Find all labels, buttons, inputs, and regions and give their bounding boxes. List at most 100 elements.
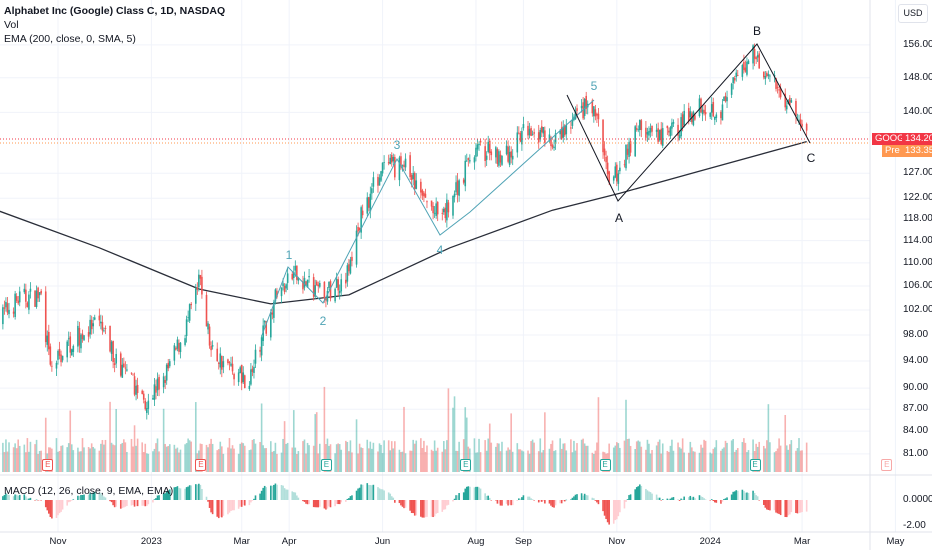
candle-body — [55, 362, 58, 369]
candle-body — [677, 124, 679, 136]
macd-bar — [167, 490, 170, 500]
volume-bar — [221, 446, 223, 472]
macd-bar — [253, 498, 255, 500]
volume-bar — [167, 446, 170, 472]
volume-bar — [337, 443, 339, 472]
earnings-marker[interactable]: E — [599, 459, 611, 471]
volume-bar — [130, 438, 133, 472]
volume-bar — [498, 443, 500, 472]
earnings-marker[interactable]: E — [460, 459, 472, 471]
time-tick: Nov — [49, 536, 67, 547]
candle-body — [769, 75, 771, 77]
candle-body — [571, 119, 574, 126]
candle-body — [51, 365, 53, 367]
candles[interactable] — [0, 43, 808, 420]
wave-annotations[interactable]: 1 2 3 4 5 A B C — [261, 24, 816, 336]
ema-legend[interactable]: EMA (200, close, 0, SMA, 5) — [4, 33, 136, 45]
symbol-title[interactable]: Alphabet Inc (Google) Class C, 1D, NASDA… — [4, 5, 226, 17]
macd-bar — [231, 500, 234, 511]
volume-bar — [194, 402, 197, 472]
candle-body — [282, 283, 284, 287]
candle-body — [657, 128, 659, 142]
candle-body — [81, 333, 84, 340]
macd-bar — [270, 485, 272, 500]
earnings-marker[interactable]: E — [320, 459, 332, 471]
macd-legend[interactable]: MACD (12, 26, close, 9, EMA, EMA) — [4, 485, 174, 497]
macd-bar — [436, 500, 439, 514]
candle-body — [778, 89, 780, 91]
earnings-marker[interactable]: E — [749, 459, 761, 471]
candle-body — [153, 384, 156, 400]
macd-bar — [44, 500, 47, 508]
macd-bar — [110, 500, 113, 503]
candle-body — [240, 364, 243, 384]
volume-legend[interactable]: Vol — [4, 19, 19, 31]
candle-body — [346, 265, 349, 282]
candle-body — [334, 288, 336, 302]
price-tick: 148.00 — [903, 71, 932, 83]
candle-body — [701, 109, 704, 115]
macd-bar — [175, 487, 177, 500]
candle-body — [233, 373, 235, 380]
candle-body — [305, 281, 307, 286]
earnings-marker[interactable]: E — [195, 459, 207, 471]
volume-bar — [715, 440, 718, 472]
macd-bar — [712, 500, 715, 502]
candle-body — [372, 177, 375, 187]
candle-body — [681, 114, 684, 127]
candle-body — [730, 83, 733, 95]
earnings-marker[interactable]: E — [42, 459, 54, 471]
candle-body — [338, 290, 341, 294]
volume-bar — [744, 442, 747, 472]
volume-bar — [612, 447, 615, 472]
macd-bar — [196, 484, 199, 500]
volume-bar — [691, 447, 693, 472]
macd-bar — [495, 500, 497, 501]
macd-bar — [646, 490, 649, 500]
volume-bar — [335, 444, 338, 472]
candle-body — [593, 106, 595, 117]
earnings-marker[interactable]: E — [881, 459, 893, 471]
macd-bar — [141, 500, 144, 506]
macd-histogram — [2, 483, 808, 525]
macd-bar — [280, 485, 283, 500]
macd-bar — [338, 500, 341, 505]
volume-bar — [680, 448, 682, 472]
macd-bar — [265, 487, 268, 500]
macd-bar — [282, 485, 284, 500]
candle-body — [184, 338, 186, 345]
macd-bar — [219, 500, 222, 517]
macd-bar — [453, 498, 456, 500]
candle-body — [700, 98, 702, 113]
volume-bar — [484, 440, 486, 472]
volume-bar — [709, 452, 712, 472]
candle-body — [420, 181, 422, 193]
candle-body — [668, 130, 670, 133]
macd-bar — [527, 496, 529, 500]
volume-bar — [179, 449, 182, 472]
currency-button[interactable]: USD — [898, 4, 928, 23]
candle-body — [297, 277, 300, 281]
volume-bar — [527, 450, 529, 472]
volume-bar — [80, 451, 82, 472]
macd-bar — [334, 500, 336, 507]
candle-body — [490, 151, 493, 156]
macd-bar — [444, 500, 447, 510]
macd-bar — [205, 496, 208, 500]
macd-bar — [145, 500, 148, 506]
volume-bar — [766, 440, 768, 472]
macd-bar — [291, 491, 294, 500]
candle-body — [308, 276, 310, 278]
volume-bar — [634, 449, 636, 472]
candle-body — [724, 95, 727, 102]
macd-bar — [358, 487, 361, 500]
candle-body — [518, 132, 520, 134]
volume-bar — [23, 444, 26, 472]
candle-body — [476, 144, 479, 150]
macd-bar — [262, 487, 264, 500]
volume-bar — [511, 451, 514, 472]
macd-bar — [726, 497, 728, 500]
candle-body — [619, 167, 621, 172]
macd-bar — [553, 500, 555, 508]
